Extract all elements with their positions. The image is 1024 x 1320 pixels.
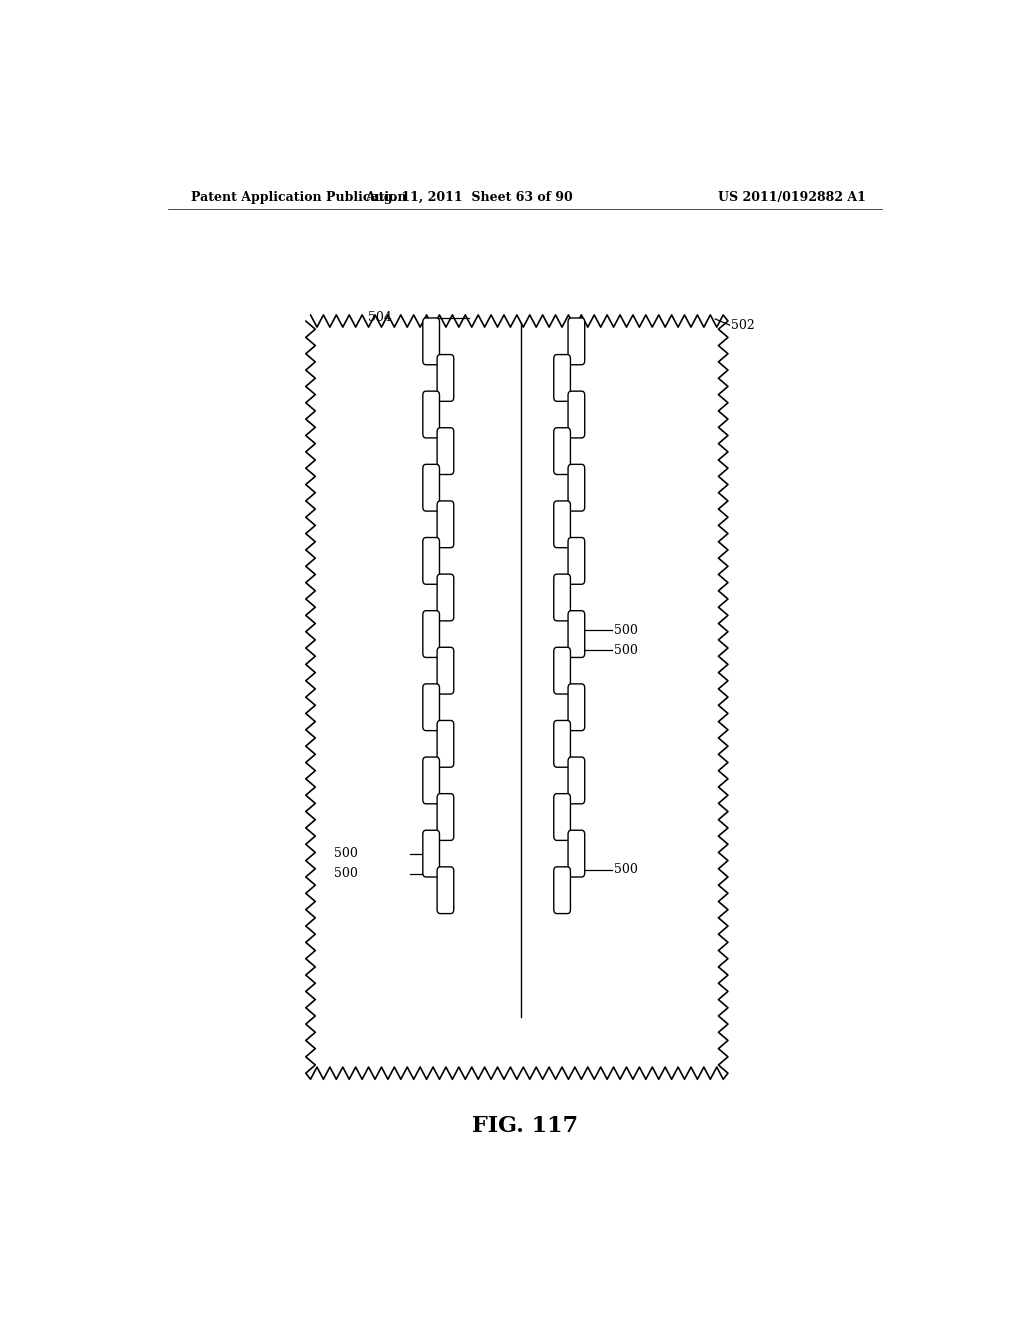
FancyBboxPatch shape [423,537,439,585]
FancyBboxPatch shape [437,574,454,620]
FancyBboxPatch shape [423,318,439,364]
Text: 500: 500 [334,847,358,861]
Text: Patent Application Publication: Patent Application Publication [191,190,407,203]
FancyBboxPatch shape [437,721,454,767]
Text: 500: 500 [613,623,638,636]
FancyBboxPatch shape [568,758,585,804]
FancyBboxPatch shape [554,721,570,767]
FancyBboxPatch shape [554,793,570,841]
FancyBboxPatch shape [437,867,454,913]
FancyBboxPatch shape [568,318,585,364]
FancyBboxPatch shape [423,465,439,511]
Text: 500: 500 [613,644,638,657]
FancyBboxPatch shape [423,391,439,438]
FancyBboxPatch shape [554,355,570,401]
FancyBboxPatch shape [437,428,454,474]
Text: 500: 500 [334,867,358,880]
Text: 504: 504 [368,312,391,325]
Text: FIG. 117: FIG. 117 [472,1115,578,1137]
FancyBboxPatch shape [554,574,570,620]
FancyBboxPatch shape [554,867,570,913]
FancyBboxPatch shape [437,355,454,401]
FancyBboxPatch shape [423,611,439,657]
FancyBboxPatch shape [568,830,585,876]
FancyBboxPatch shape [568,611,585,657]
Text: 500: 500 [613,863,638,876]
FancyBboxPatch shape [568,684,585,731]
Text: 502: 502 [731,318,755,331]
FancyBboxPatch shape [554,500,570,548]
FancyBboxPatch shape [437,647,454,694]
FancyBboxPatch shape [437,500,454,548]
FancyBboxPatch shape [554,647,570,694]
Text: Aug. 11, 2011  Sheet 63 of 90: Aug. 11, 2011 Sheet 63 of 90 [366,190,573,203]
FancyBboxPatch shape [437,793,454,841]
FancyBboxPatch shape [568,537,585,585]
FancyBboxPatch shape [568,391,585,438]
FancyBboxPatch shape [554,428,570,474]
FancyBboxPatch shape [423,830,439,876]
FancyBboxPatch shape [423,684,439,731]
FancyBboxPatch shape [423,758,439,804]
Text: US 2011/0192882 A1: US 2011/0192882 A1 [718,190,866,203]
FancyBboxPatch shape [568,465,585,511]
